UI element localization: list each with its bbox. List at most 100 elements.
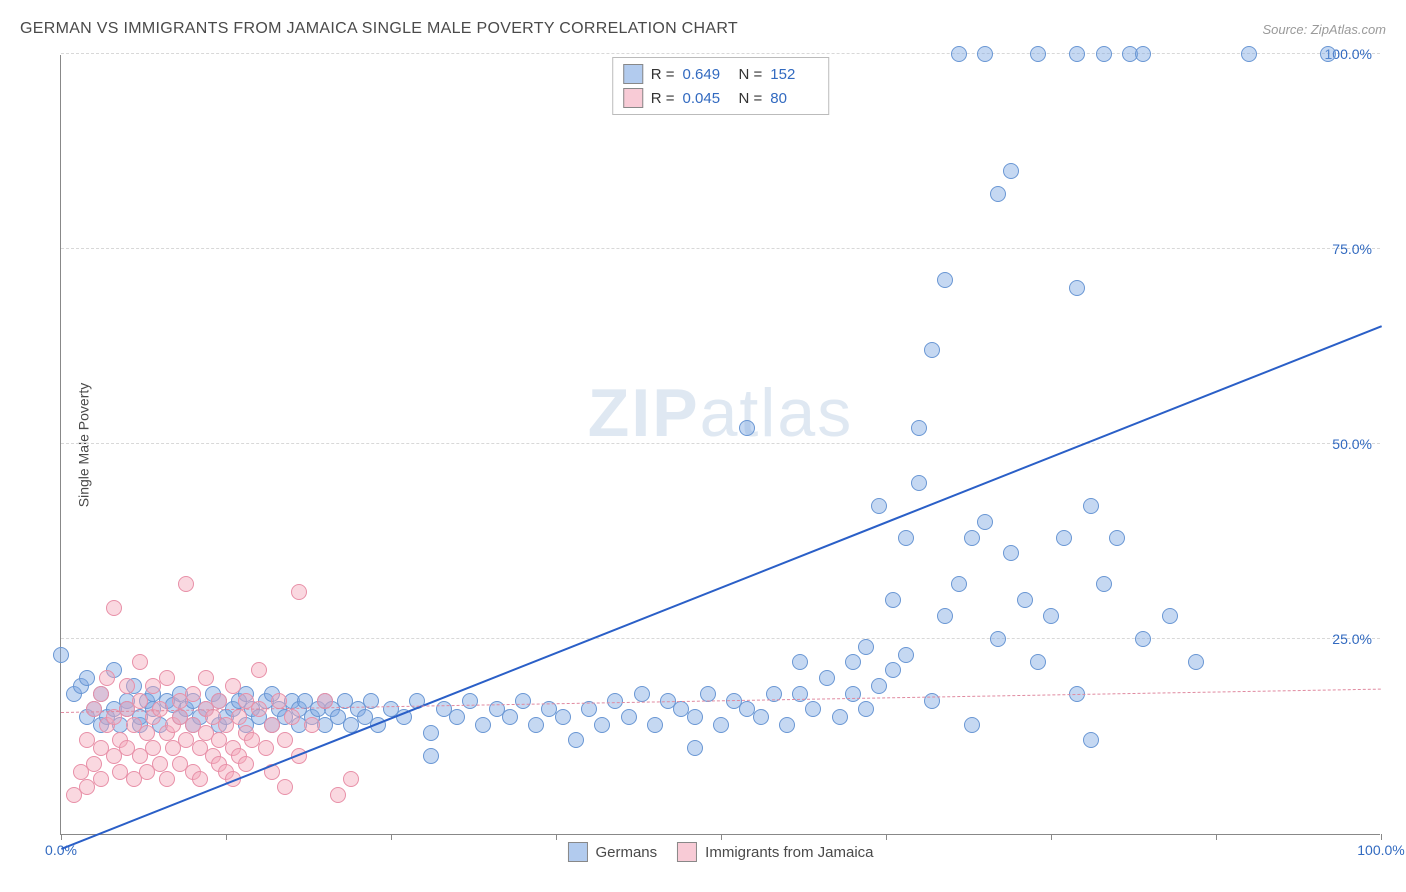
data-point	[271, 693, 287, 709]
data-point	[924, 342, 940, 358]
data-point	[528, 717, 544, 733]
data-point	[152, 756, 168, 772]
data-point	[871, 498, 887, 514]
data-point	[139, 725, 155, 741]
data-point	[1069, 280, 1085, 296]
data-point	[304, 717, 320, 733]
data-point	[264, 717, 280, 733]
y-tick-label: 25.0%	[1332, 631, 1372, 647]
x-tick	[61, 834, 62, 840]
x-tick	[1216, 834, 1217, 840]
data-point	[937, 608, 953, 624]
data-point	[885, 662, 901, 678]
data-point	[277, 779, 293, 795]
legend-label: Germans	[595, 844, 657, 861]
data-point	[1043, 608, 1059, 624]
data-point	[977, 514, 993, 530]
data-point	[964, 717, 980, 733]
trend-line	[61, 325, 1382, 849]
x-tick	[556, 834, 557, 840]
data-point	[753, 709, 769, 725]
stat-n-label: N =	[739, 66, 763, 83]
data-point	[132, 654, 148, 670]
stat-r-label: R =	[651, 90, 675, 107]
data-point	[1096, 46, 1112, 62]
legend-stats-row: R =0.649N =152	[623, 62, 819, 86]
data-point	[845, 686, 861, 702]
data-point	[634, 686, 650, 702]
data-point	[93, 686, 109, 702]
y-axis-title: Single Male Poverty	[75, 382, 91, 507]
legend-label: Immigrants from Jamaica	[705, 844, 873, 861]
stat-n-label: N =	[739, 90, 763, 107]
data-point	[423, 748, 439, 764]
data-point	[258, 740, 274, 756]
data-point	[145, 740, 161, 756]
data-point	[1069, 46, 1085, 62]
data-point	[423, 725, 439, 741]
data-point	[1241, 46, 1257, 62]
data-point	[53, 647, 69, 663]
data-point	[898, 530, 914, 546]
data-point	[1030, 46, 1046, 62]
data-point	[687, 709, 703, 725]
x-tick	[1381, 834, 1382, 840]
data-point	[779, 717, 795, 733]
data-point	[277, 732, 293, 748]
legend-swatch	[677, 842, 697, 862]
data-point	[515, 693, 531, 709]
data-point	[845, 654, 861, 670]
data-point	[964, 530, 980, 546]
legend-stats: R =0.649N =152R =0.045N =80	[612, 57, 830, 115]
source-attribution: Source: ZipAtlas.com	[1262, 22, 1386, 37]
data-point	[951, 46, 967, 62]
data-point	[937, 272, 953, 288]
data-point	[568, 732, 584, 748]
data-point	[1135, 631, 1151, 647]
data-point	[330, 787, 346, 803]
data-point	[832, 709, 848, 725]
x-tick	[886, 834, 887, 840]
data-point	[1017, 592, 1033, 608]
x-tick-label: 100.0%	[1357, 842, 1404, 858]
data-point	[291, 584, 307, 600]
data-point	[86, 756, 102, 772]
data-point	[911, 420, 927, 436]
stat-r-value: 0.649	[683, 66, 731, 83]
data-point	[284, 709, 300, 725]
data-point	[555, 709, 571, 725]
data-point	[106, 600, 122, 616]
x-tick	[721, 834, 722, 840]
x-tick	[226, 834, 227, 840]
watermark-light: atlas	[700, 375, 854, 451]
data-point	[1030, 654, 1046, 670]
data-point	[231, 709, 247, 725]
legend-series: Germans Immigrants from Jamaica	[567, 842, 873, 862]
data-point	[86, 701, 102, 717]
data-point	[343, 771, 359, 787]
data-point	[594, 717, 610, 733]
data-point	[1135, 46, 1151, 62]
data-point	[885, 592, 901, 608]
data-point	[819, 670, 835, 686]
data-point	[225, 678, 241, 694]
data-point	[238, 756, 254, 772]
data-point	[1056, 530, 1072, 546]
stat-r-label: R =	[651, 66, 675, 83]
data-point	[1096, 576, 1112, 592]
data-point	[792, 654, 808, 670]
data-point	[977, 46, 993, 62]
watermark-bold: ZIP	[588, 375, 700, 451]
data-point	[198, 670, 214, 686]
data-point	[185, 686, 201, 702]
data-point	[621, 709, 637, 725]
data-point	[159, 670, 175, 686]
data-point	[858, 701, 874, 717]
data-point	[713, 717, 729, 733]
data-point	[951, 576, 967, 592]
y-tick-label: 50.0%	[1332, 436, 1372, 452]
grid-line	[61, 248, 1380, 249]
stat-r-value: 0.045	[683, 90, 731, 107]
data-point	[990, 631, 1006, 647]
data-point	[700, 686, 716, 702]
